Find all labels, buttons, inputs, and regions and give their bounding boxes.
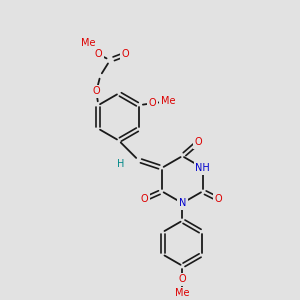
Text: Me: Me — [175, 288, 190, 298]
Text: O: O — [194, 137, 202, 147]
Text: H: H — [117, 159, 124, 169]
Text: O: O — [214, 194, 222, 204]
Text: O: O — [149, 98, 157, 108]
Text: O: O — [94, 49, 102, 59]
Text: N: N — [178, 198, 186, 208]
Text: Me: Me — [81, 38, 96, 47]
Text: O: O — [122, 49, 130, 59]
Text: Me: Me — [161, 96, 176, 106]
Text: O: O — [178, 274, 186, 284]
Text: NH: NH — [195, 163, 210, 173]
Text: O: O — [92, 86, 100, 97]
Text: O: O — [140, 194, 148, 204]
